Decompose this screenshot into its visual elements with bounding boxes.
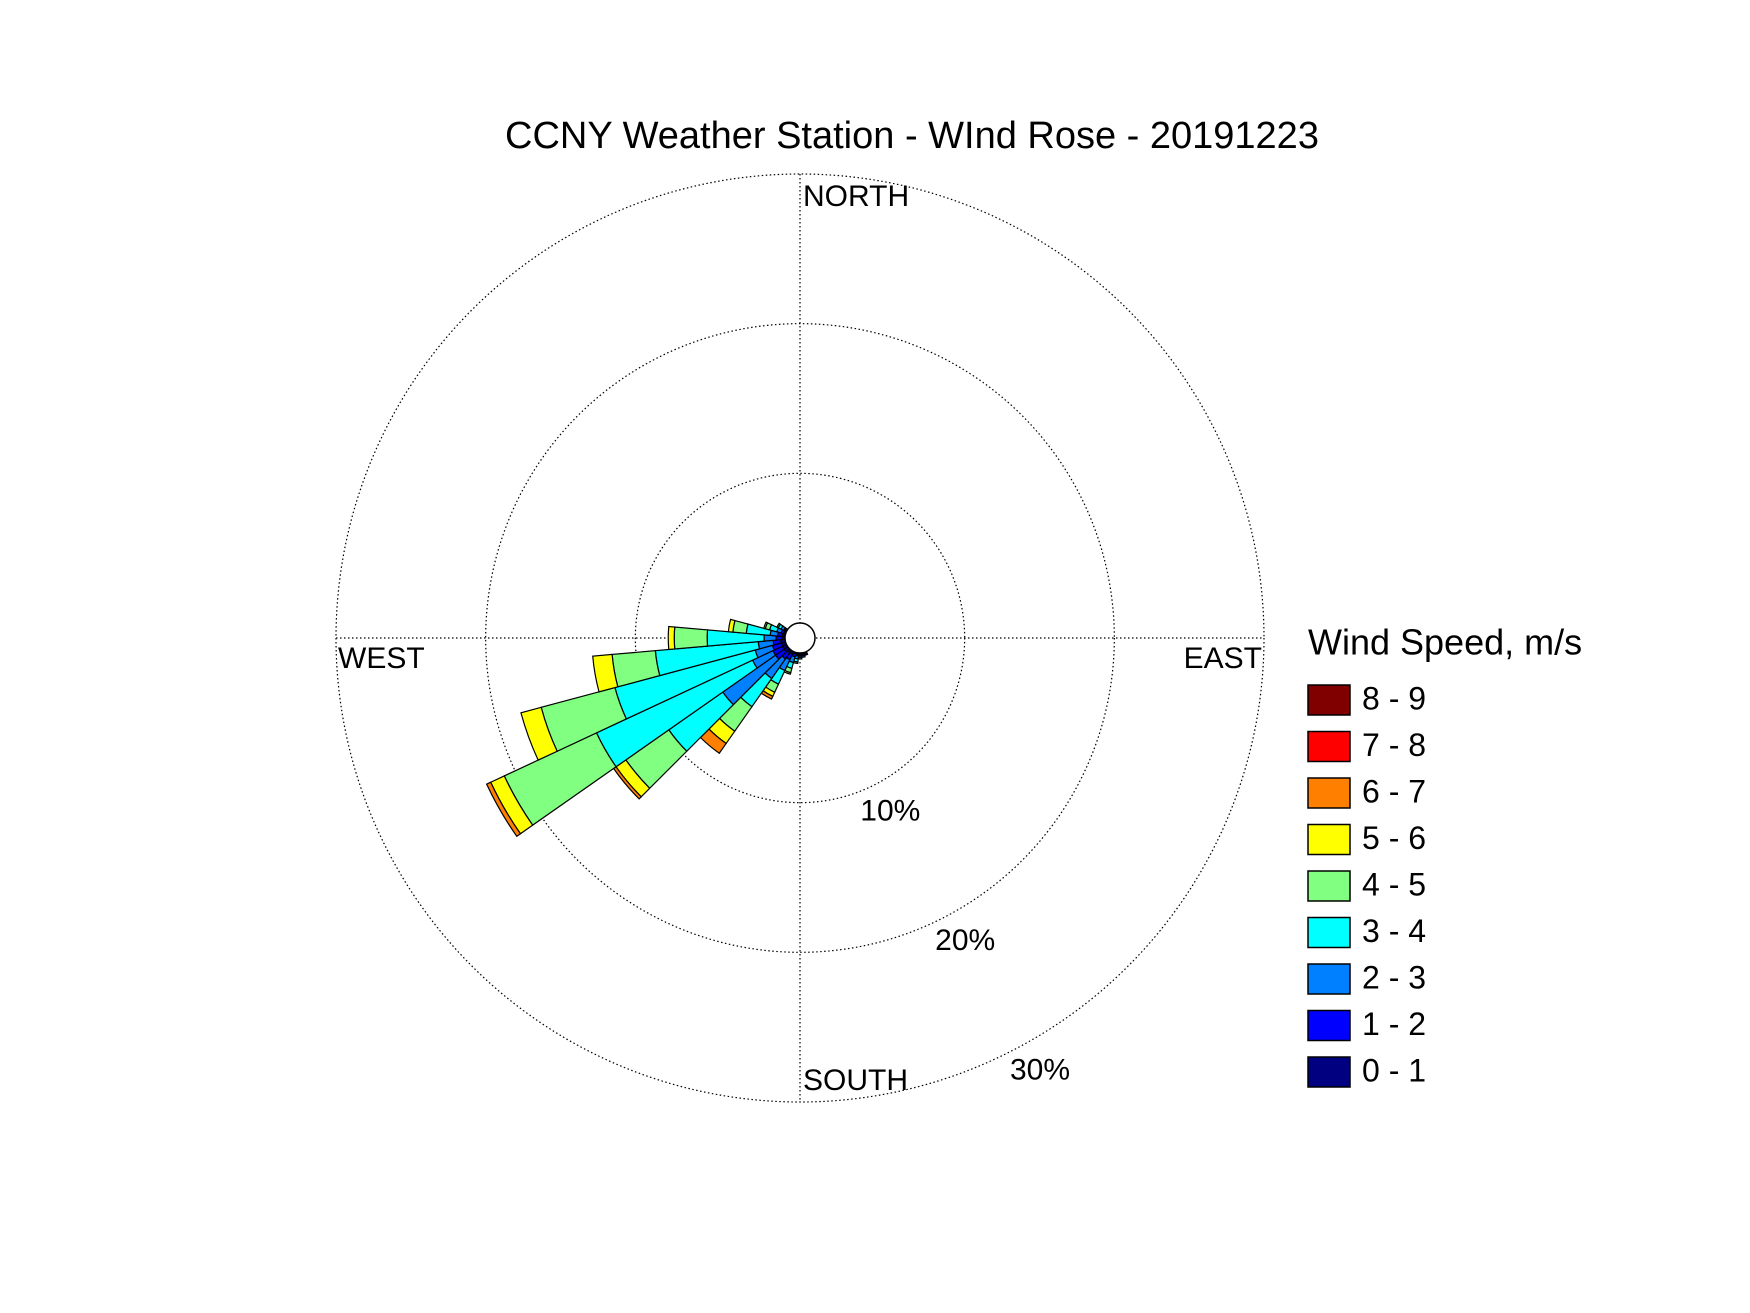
legend-title: Wind Speed, m/s: [1308, 622, 1582, 663]
petal-segment: [727, 618, 736, 633]
legend-label: 7 - 8: [1362, 727, 1426, 763]
r-tick-label: 20%: [935, 924, 995, 957]
legend-swatch: [1307, 870, 1351, 902]
direction-label: EAST: [1184, 642, 1262, 675]
direction-label: NORTH: [803, 180, 909, 213]
petal-segment: [667, 625, 676, 651]
grid-ring: [485, 323, 1115, 953]
legend-swatch: [1307, 1009, 1351, 1042]
petal-segment: [520, 706, 558, 761]
legend-swatch: [1307, 916, 1351, 949]
petal-segment: [776, 622, 782, 629]
legend-label: 0 - 1: [1362, 1052, 1426, 1088]
petal-segment: [673, 626, 709, 650]
legend-label: 6 - 7: [1362, 773, 1426, 809]
legend-label: 5 - 6: [1362, 820, 1426, 856]
direction-label: SOUTH: [803, 1064, 908, 1097]
chart-title: CCNY Weather Station - WInd Rose - 20191…: [505, 115, 1319, 157]
legend-swatch: [1307, 1056, 1351, 1088]
r-tick-label: 10%: [860, 794, 920, 827]
legend-swatch: [1307, 730, 1351, 763]
legend-label: 4 - 5: [1362, 866, 1426, 902]
legend-label: 1 - 2: [1362, 1006, 1426, 1042]
legend-swatch: [1307, 777, 1351, 809]
petal-segment: [763, 621, 769, 630]
petal-segment: [592, 653, 619, 693]
legend-label: 3 - 4: [1362, 913, 1426, 949]
direction-label: WEST: [338, 642, 425, 675]
petal-segment: [732, 619, 749, 634]
legend-label: 2 - 3: [1362, 959, 1426, 995]
legend-swatch: [1307, 684, 1351, 716]
legend-swatch: [1307, 823, 1351, 856]
legend-swatch: [1307, 963, 1351, 995]
legend-label: 8 - 9: [1362, 680, 1426, 716]
r-tick-label: 30%: [1010, 1054, 1070, 1087]
center-hole: [784, 622, 816, 654]
